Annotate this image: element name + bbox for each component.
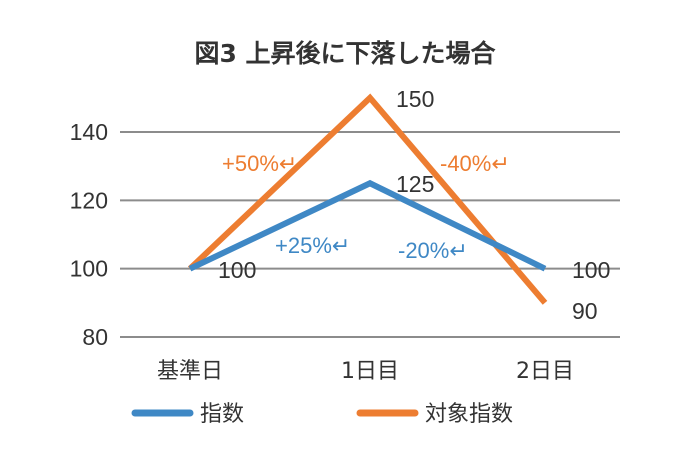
change-label: +50%↵: [222, 151, 297, 176]
change-label: -40%↵: [440, 151, 510, 176]
y-tick-label: 140: [70, 119, 108, 145]
change-label: +25%↵: [275, 233, 350, 258]
x-category-label: 2日目: [516, 359, 574, 384]
y-tick-label: 100: [70, 256, 108, 282]
chart-title: 図3 上昇後に下落した場合: [194, 39, 496, 68]
change-label: -20%↵: [398, 238, 468, 263]
data-labels: 100 125 100 150 90 +25%↵ -20%↵ +50%↵ -40%↵: [218, 86, 610, 324]
grid-lines: [120, 131, 620, 338]
series-line: [187, 93, 548, 305]
y-tick-label: 80: [82, 324, 108, 350]
series-line: [188, 179, 547, 272]
y-tick-label: 120: [70, 187, 108, 213]
x-category-label: 基準日: [157, 359, 223, 384]
legend-label: 指数: [200, 402, 244, 427]
data-label: 100: [572, 257, 610, 283]
x-axis-categories: 基準日 1日目 2日目: [157, 359, 574, 384]
legend-label: 対象指数: [425, 402, 513, 427]
x-category-label: 1日目: [341, 359, 399, 384]
data-label: 100: [218, 257, 256, 283]
series-lines: [187, 93, 548, 305]
data-label: 125: [396, 171, 434, 197]
data-label: 150: [396, 86, 434, 112]
legend: 指数 対象指数: [131, 402, 513, 427]
data-label: 90: [572, 298, 598, 324]
y-axis-ticks: 80 100 120 140: [70, 119, 108, 350]
